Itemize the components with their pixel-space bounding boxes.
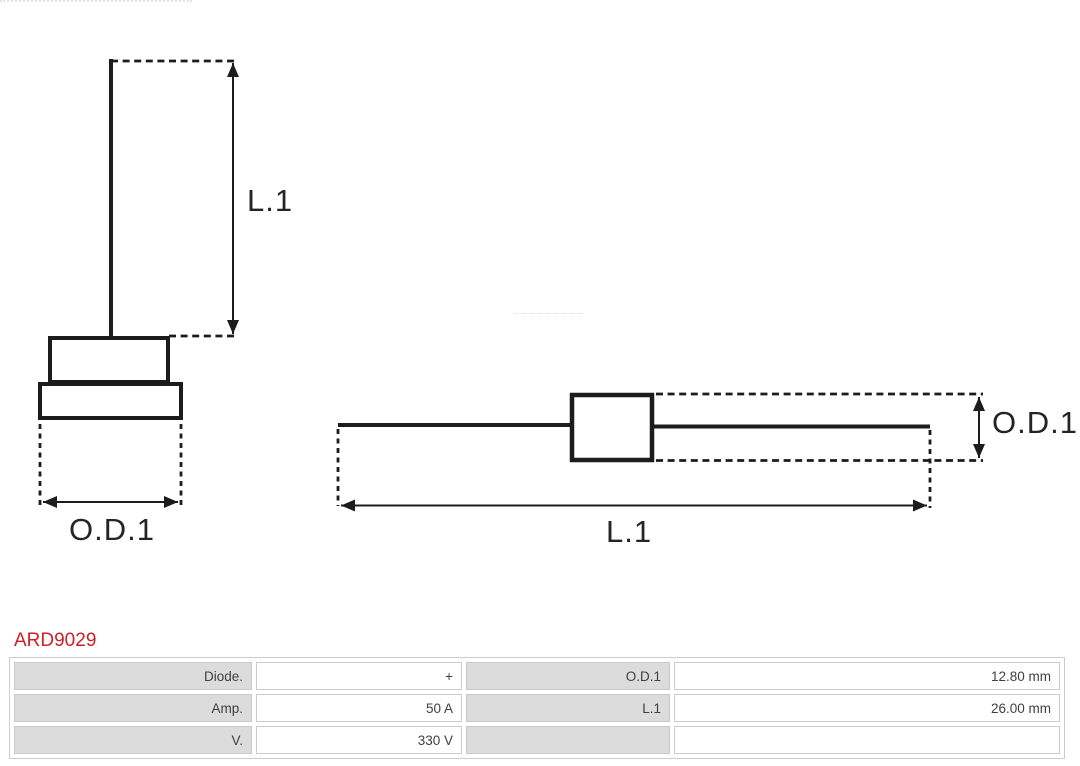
spec-value-cell: 330 V (256, 726, 462, 754)
part-code: ARD9029 (14, 630, 97, 651)
spec-row: Amp. 50 A L.1 26.00 mm (14, 694, 1060, 722)
spec-label-cell (466, 726, 670, 754)
spec-row: Diode. + O.D.1 12.80 mm (14, 662, 1060, 690)
body-rect (569, 392, 655, 463)
spec-label-cell: Diode. (14, 662, 252, 690)
standing-view-length-label: L.1 (247, 183, 294, 218)
specs-table: Diode. + O.D.1 12.80 mm Amp. 50 A L.1 26… (9, 657, 1065, 759)
spec-row: V. 330 V (14, 726, 1060, 754)
spec-value-cell: 26.00 mm (674, 694, 1060, 722)
body-top-rect (48, 336, 170, 384)
spec-label-cell: V. (14, 726, 252, 754)
watermark-line (513, 313, 583, 314)
diode-axial-view (336, 392, 985, 512)
axial-view-length-label: L.1 (606, 514, 653, 549)
standing-view-diameter-label: O.D.1 (69, 512, 155, 547)
spec-value-cell: 50 A (256, 694, 462, 722)
diode-technical-drawing (38, 59, 985, 512)
spec-value-cell: + (256, 662, 462, 690)
body-base-rect (38, 382, 183, 420)
spec-value-cell: 12.80 mm (674, 662, 1060, 690)
spec-label-cell: Amp. (14, 694, 252, 722)
axial-view-diameter-label: O.D.1 (992, 405, 1078, 440)
spec-value-cell (674, 726, 1060, 754)
spec-label-cell: O.D.1 (466, 662, 670, 690)
diode-standing-view (38, 59, 239, 508)
spec-label-cell: L.1 (466, 694, 670, 722)
page-top-edge-artifact (0, 0, 192, 2)
